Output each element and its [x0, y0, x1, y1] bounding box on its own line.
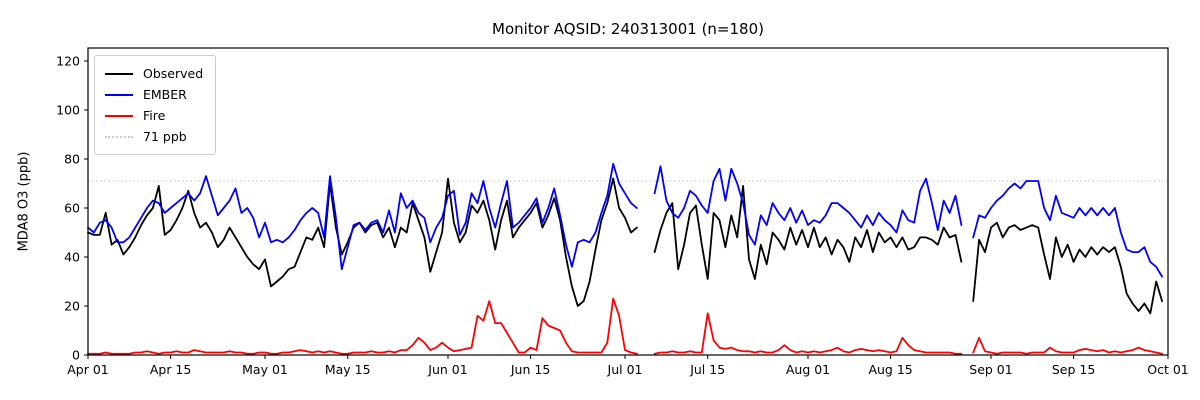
- legend-entry-observed: Observed: [105, 63, 203, 84]
- y-tick-label: 60: [64, 201, 80, 216]
- observed-line-swatch: [105, 72, 133, 75]
- legend-label-fire: Fire: [143, 108, 166, 123]
- x-tick-label: Sep 15: [1052, 362, 1095, 377]
- series-line-observed: [87, 177, 1163, 315]
- chart-title: Monitor AQSID: 240313001 (n=180): [492, 20, 764, 38]
- x-tick-label: Jun 01: [427, 362, 467, 377]
- x-tick-label: Apr 01: [67, 362, 109, 377]
- legend-label-observed: Observed: [143, 66, 204, 81]
- x-tick-label: Aug 15: [868, 362, 912, 377]
- x-tick-label: May 01: [242, 362, 288, 377]
- x-tick-label: May 15: [325, 362, 371, 377]
- plot-spines: [87, 47, 1169, 356]
- legend-label-threshold: 71 ppb: [143, 129, 187, 144]
- x-tick-label: Jul 01: [607, 362, 643, 377]
- y-tick-label: 120: [56, 54, 80, 69]
- y-tick-label: 80: [64, 152, 80, 167]
- threshold-line-swatch: [105, 135, 133, 138]
- x-tick-label: Apr 15: [150, 362, 192, 377]
- legend-entry-fire: Fire: [105, 105, 203, 126]
- legend-entry-threshold: 71 ppb: [105, 126, 203, 147]
- y-tick-label: 100: [56, 103, 80, 118]
- series-line-fire: [87, 297, 1163, 355]
- x-tick-label: Aug 01: [786, 362, 830, 377]
- x-tick-label: Sep 01: [969, 362, 1012, 377]
- y-tick-label: 0: [72, 348, 80, 363]
- fire-line-swatch: [105, 114, 133, 117]
- series-line-ember: [87, 163, 1163, 278]
- y-axis-label: MDA8 O3 (ppb): [16, 151, 32, 252]
- x-tick-label: Jul 15: [689, 362, 725, 377]
- y-tick-label: 20: [64, 299, 80, 314]
- x-tick-label: Oct 01: [1147, 362, 1189, 377]
- legend-label-ember: EMBER: [143, 87, 187, 102]
- ember-line-swatch: [105, 93, 133, 96]
- legend-entry-ember: EMBER: [105, 84, 203, 105]
- x-tick-label: Jun 15: [510, 362, 550, 377]
- legend: Observed EMBER Fire 71 ppb: [94, 55, 217, 155]
- y-tick-label: 40: [64, 250, 80, 265]
